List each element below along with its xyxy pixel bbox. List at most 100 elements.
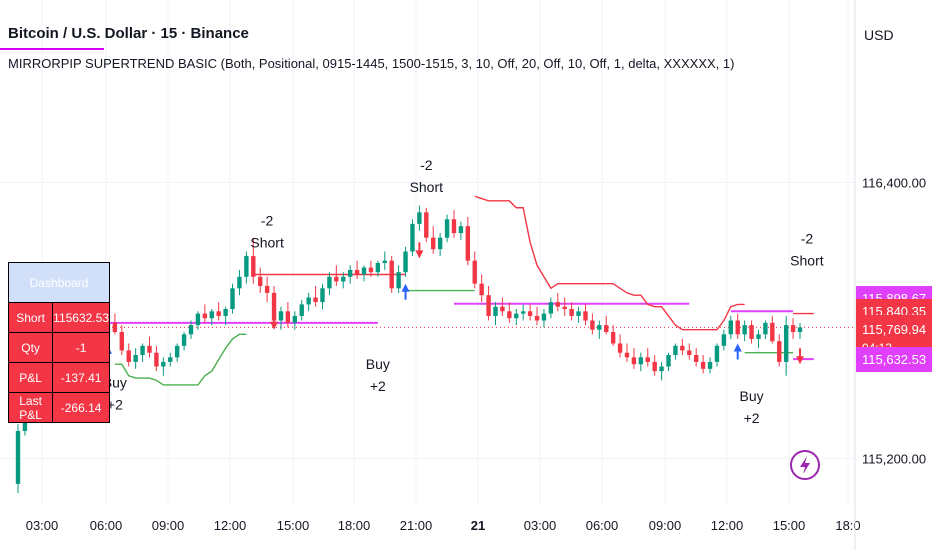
candle-body bbox=[693, 355, 699, 362]
candle-body bbox=[763, 322, 768, 335]
candle-body bbox=[230, 288, 235, 310]
x-tick-label: 06:00 bbox=[586, 518, 619, 533]
candle-body bbox=[790, 325, 796, 333]
candle-body bbox=[161, 361, 166, 367]
y-tick-label: 116,400.00 bbox=[862, 175, 926, 190]
candle-body bbox=[15, 430, 21, 484]
candle-body bbox=[119, 332, 125, 351]
candle-body bbox=[375, 262, 381, 273]
candle-body bbox=[797, 327, 803, 333]
candle-body bbox=[486, 295, 491, 316]
candle-body bbox=[493, 306, 498, 316]
candle-body bbox=[341, 276, 346, 282]
sell-arrow-icon bbox=[796, 348, 804, 365]
x-tick-label: 09:00 bbox=[152, 518, 185, 533]
candle-body bbox=[555, 302, 560, 307]
candle-body bbox=[770, 322, 775, 342]
candle-body bbox=[285, 311, 291, 323]
candle-body bbox=[299, 304, 304, 316]
table-row: Short 115632.53 bbox=[7, 302, 110, 333]
dashboard-table: Dashboard Short 115632.53 Qty -1 P&L -13… bbox=[7, 262, 110, 423]
candle-body bbox=[209, 311, 214, 319]
symbol-title[interactable]: Bitcoin / U.S. Dollar · 15 · Binance bbox=[8, 25, 249, 42]
row-value: -1 bbox=[52, 332, 110, 363]
candle-body bbox=[645, 357, 650, 362]
lightning-icon[interactable] bbox=[790, 450, 820, 480]
candle-body bbox=[534, 315, 540, 321]
candle-body bbox=[223, 309, 228, 316]
candle-body bbox=[749, 325, 754, 339]
candle-body bbox=[652, 361, 657, 372]
signal-label: Buy bbox=[366, 356, 390, 372]
candle-body bbox=[181, 334, 187, 346]
candle-body bbox=[479, 283, 484, 296]
candle-body bbox=[604, 325, 609, 333]
signal-label: Short bbox=[790, 253, 824, 269]
candle-body bbox=[520, 311, 526, 314]
candle-body bbox=[202, 313, 208, 319]
x-tick-label: 03:00 bbox=[524, 518, 557, 533]
y-tick-label: 115,200.00 bbox=[862, 452, 926, 467]
indicator-legend[interactable]: MIRRORPIP SUPERTREND BASIC (Both, Positi… bbox=[8, 56, 735, 71]
candle-body bbox=[168, 357, 173, 362]
candle-body bbox=[258, 276, 263, 286]
table-row: P&L -137.41 bbox=[7, 362, 110, 393]
candle-body bbox=[147, 345, 152, 353]
candle-body bbox=[396, 272, 401, 289]
candles bbox=[15, 205, 803, 494]
candle-body bbox=[631, 357, 637, 365]
candle-body bbox=[569, 309, 574, 316]
signal-label: -2 bbox=[420, 157, 433, 173]
candle-body bbox=[251, 256, 256, 277]
candle-body bbox=[174, 345, 180, 358]
x-tick-label: 12:00 bbox=[711, 518, 744, 533]
candle-body bbox=[195, 313, 201, 326]
candle-body bbox=[334, 276, 339, 282]
candle-body bbox=[451, 219, 457, 234]
candle-body bbox=[472, 260, 477, 284]
candle-body bbox=[527, 311, 533, 316]
x-tick-label: 12:00 bbox=[214, 518, 247, 533]
x-tick-label: 03:00 bbox=[26, 518, 59, 533]
candle-body bbox=[133, 355, 138, 362]
signal-label: Short bbox=[250, 234, 284, 250]
candle-body bbox=[583, 311, 588, 321]
buy-arrow-icon bbox=[733, 343, 742, 360]
candle-body bbox=[783, 325, 789, 362]
sell-arrow-icon bbox=[415, 242, 424, 259]
candle-body bbox=[541, 313, 547, 321]
sell-arrow-icon bbox=[270, 313, 279, 330]
candle-body bbox=[140, 345, 145, 356]
candle-body bbox=[368, 267, 374, 273]
candle-body bbox=[444, 219, 450, 238]
row-label: Short bbox=[7, 302, 54, 333]
candle-body bbox=[687, 350, 692, 356]
candle-body bbox=[500, 306, 505, 312]
candle-body bbox=[347, 269, 353, 277]
candle-body bbox=[216, 311, 221, 316]
signal-label: -2 bbox=[801, 231, 814, 247]
supertrend-up-line bbox=[114, 333, 247, 386]
candle-body bbox=[610, 332, 616, 344]
candle-body bbox=[707, 361, 713, 369]
x-tick-label: 06:00 bbox=[90, 518, 123, 533]
candle-body bbox=[465, 226, 471, 261]
candle-body bbox=[638, 357, 644, 365]
candle-body bbox=[244, 256, 249, 277]
candle-body bbox=[154, 352, 159, 367]
currency-label[interactable]: USD bbox=[864, 27, 894, 43]
x-tick-label: 15:00 bbox=[277, 518, 310, 533]
candle-body bbox=[354, 269, 360, 275]
price-value: 115,769.94 bbox=[862, 321, 927, 337]
y-axis-ticks: 116,400.00 115,200.00 bbox=[862, 175, 926, 466]
candle-body bbox=[659, 366, 664, 372]
candle-body bbox=[403, 251, 408, 273]
row-value: -137.41 bbox=[52, 362, 110, 393]
candle-body bbox=[673, 345, 678, 356]
candle-body bbox=[728, 320, 733, 335]
candle-body bbox=[507, 311, 512, 319]
candle-body bbox=[327, 276, 332, 289]
x-tick-label: 15:00 bbox=[773, 518, 806, 533]
